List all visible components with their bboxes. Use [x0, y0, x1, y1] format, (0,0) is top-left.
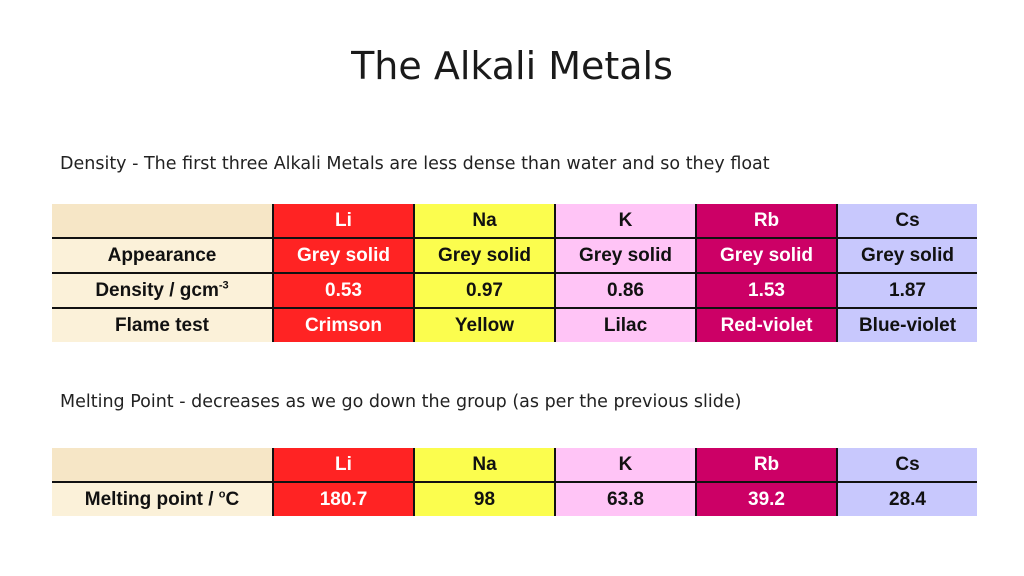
cell-flame-cs: Blue-violet: [836, 307, 977, 342]
flame-test-row: Flame test Crimson Yellow Lilac Red-viol…: [52, 307, 977, 342]
cell-melting-li: 180.7: [272, 481, 415, 516]
cell-melting-rb: 39.2: [695, 481, 838, 516]
melting-point-table: Li Na K Rb Cs Melting point / oC 180.7 9…: [52, 448, 977, 516]
cell-density-na: 0.97: [413, 272, 556, 309]
appearance-row: Appearance Grey solid Grey solid Grey so…: [52, 237, 977, 274]
row-label-appearance: Appearance: [52, 237, 274, 274]
header-cs: Cs: [836, 448, 977, 483]
header-cs: Cs: [836, 204, 977, 239]
cell-density-rb: 1.53: [695, 272, 838, 309]
table-header-row: Li Na K Rb Cs: [52, 204, 977, 239]
header-rb: Rb: [695, 204, 838, 239]
melting-label-text: Melting point /: [84, 488, 219, 510]
cell-flame-na: Yellow: [413, 307, 556, 342]
cell-melting-k: 63.8: [554, 481, 697, 516]
cell-appearance-rb: Grey solid: [695, 237, 838, 274]
header-k: K: [554, 448, 697, 483]
density-caption: Density - The first three Alkali Metals …: [60, 154, 770, 174]
cell-flame-k: Lilac: [554, 307, 697, 342]
header-li: Li: [272, 204, 415, 239]
header-na: Na: [413, 448, 556, 483]
header-corner: [52, 448, 274, 483]
cell-flame-li: Crimson: [272, 307, 415, 342]
row-label-density: Density / gcm-3: [52, 272, 274, 309]
row-label-melting-point: Melting point / oC: [52, 481, 274, 516]
cell-melting-cs: 28.4: [836, 481, 977, 516]
header-k: K: [554, 204, 697, 239]
degree-symbol: o: [218, 488, 226, 501]
melting-label-unit: C: [225, 488, 240, 510]
density-label-exponent: -3: [218, 279, 229, 292]
cell-density-li: 0.53: [272, 272, 415, 309]
header-corner: [52, 204, 274, 239]
cell-density-cs: 1.87: [836, 272, 977, 309]
cell-density-k: 0.86: [554, 272, 697, 309]
table-header-row: Li Na K Rb Cs: [52, 448, 977, 483]
header-na: Na: [413, 204, 556, 239]
cell-appearance-na: Grey solid: [413, 237, 556, 274]
density-row: Density / gcm-3 0.53 0.97 0.86 1.53 1.87: [52, 272, 977, 309]
cell-flame-rb: Red-violet: [695, 307, 838, 342]
cell-melting-na: 98: [413, 481, 556, 516]
density-label-text: Density / gcm: [95, 279, 219, 301]
cell-appearance-cs: Grey solid: [836, 237, 977, 274]
properties-table: Li Na K Rb Cs Appearance Grey solid Grey…: [52, 204, 977, 342]
melting-point-caption: Melting Point - decreases as we go down …: [60, 392, 742, 412]
header-li: Li: [272, 448, 415, 483]
cell-appearance-li: Grey solid: [272, 237, 415, 274]
row-label-flame-test: Flame test: [52, 307, 274, 342]
slide-title: The Alkali Metals: [351, 44, 673, 88]
header-rb: Rb: [695, 448, 838, 483]
melting-point-row: Melting point / oC 180.7 98 63.8 39.2 28…: [52, 481, 977, 516]
cell-appearance-k: Grey solid: [554, 237, 697, 274]
